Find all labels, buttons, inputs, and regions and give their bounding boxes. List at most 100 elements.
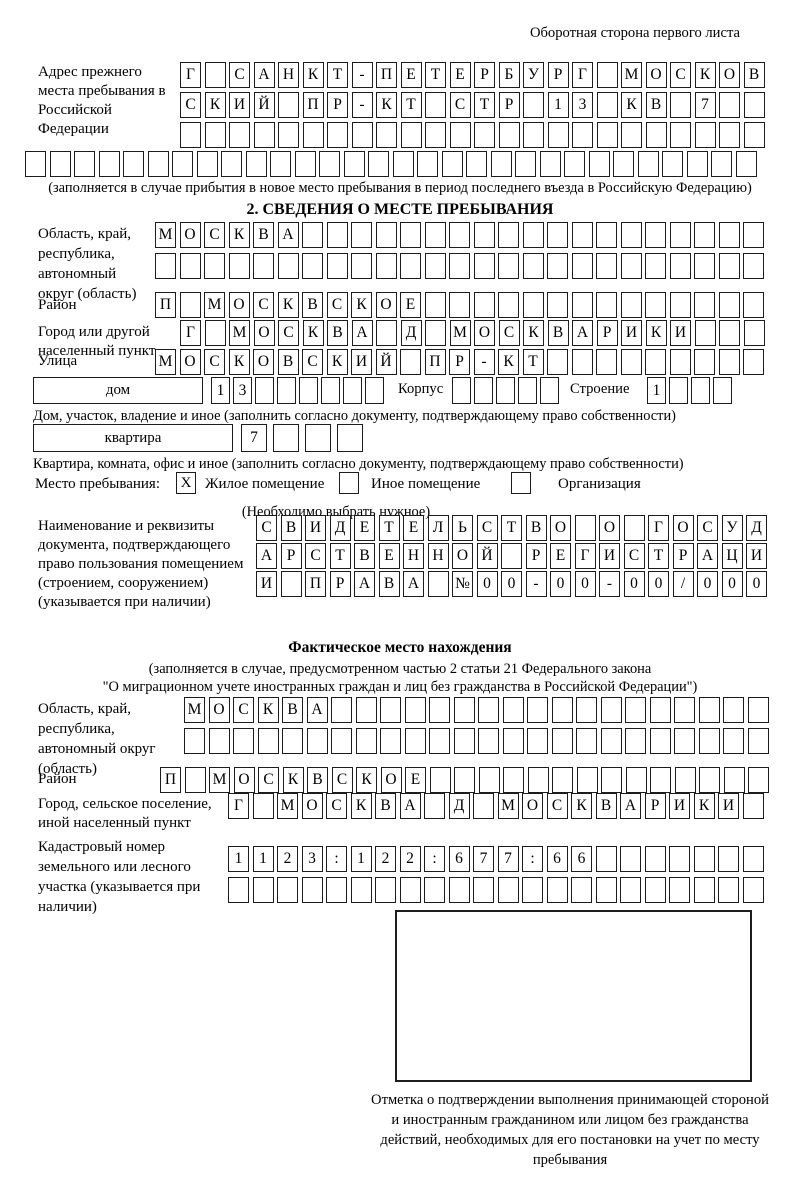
char-cell[interactable]: Р: [547, 62, 569, 88]
char-cell[interactable]: У: [523, 62, 544, 88]
char-cell[interactable]: К: [228, 222, 250, 248]
char-cell[interactable]: С: [233, 697, 254, 723]
char-cell[interactable]: Р: [327, 92, 348, 118]
apartment-box[interactable]: квартира: [33, 424, 233, 452]
char-cell[interactable]: Т: [501, 515, 522, 541]
char-cell[interactable]: [302, 222, 323, 248]
residence-option-other-checkbox[interactable]: [339, 472, 359, 494]
char-cell[interactable]: 3: [233, 377, 252, 404]
char-cell[interactable]: [574, 515, 596, 541]
char-cell[interactable]: К: [498, 349, 519, 375]
char-cell[interactable]: [620, 222, 642, 248]
char-cell[interactable]: [74, 151, 95, 177]
char-cell[interactable]: Г: [180, 62, 201, 88]
char-cell[interactable]: [252, 877, 274, 903]
char-cell[interactable]: Е: [400, 62, 422, 88]
char-cell[interactable]: М: [184, 697, 205, 723]
char-cell[interactable]: [674, 767, 696, 793]
char-cell[interactable]: В: [307, 767, 328, 793]
char-cell[interactable]: Т: [329, 543, 351, 569]
char-cell[interactable]: [547, 292, 568, 318]
char-cell[interactable]: 1: [252, 846, 274, 872]
char-cell[interactable]: [427, 571, 449, 597]
char-cell[interactable]: [691, 377, 710, 404]
char-cell[interactable]: [454, 767, 475, 793]
char-cell[interactable]: [253, 253, 274, 279]
char-cell[interactable]: П: [424, 349, 446, 375]
char-cell[interactable]: [743, 122, 765, 148]
char-cell[interactable]: [327, 122, 348, 148]
char-cell[interactable]: Е: [400, 292, 421, 318]
char-cell[interactable]: 0: [476, 571, 498, 597]
char-cell[interactable]: [669, 877, 690, 903]
char-cell[interactable]: [343, 151, 365, 177]
char-cell[interactable]: [25, 151, 46, 177]
char-cell[interactable]: О: [719, 62, 740, 88]
char-cell[interactable]: 3: [301, 846, 323, 872]
char-cell[interactable]: Г: [228, 793, 249, 819]
char-cell[interactable]: [625, 728, 646, 754]
char-cell[interactable]: М: [277, 793, 298, 819]
char-cell[interactable]: С: [546, 793, 568, 819]
char-cell[interactable]: 0: [574, 571, 596, 597]
char-cell[interactable]: [564, 151, 585, 177]
char-cell[interactable]: [576, 697, 597, 723]
char-cell[interactable]: Н: [427, 543, 449, 569]
char-cell[interactable]: В: [327, 320, 348, 346]
char-cell[interactable]: [452, 377, 471, 404]
char-cell[interactable]: Е: [354, 515, 375, 541]
char-cell[interactable]: 7: [497, 846, 519, 872]
char-cell[interactable]: [184, 767, 206, 793]
char-cell[interactable]: В: [525, 515, 547, 541]
char-cell[interactable]: [718, 253, 740, 279]
char-cell[interactable]: К: [621, 92, 642, 118]
char-cell[interactable]: 0: [550, 571, 571, 597]
char-cell[interactable]: [747, 728, 769, 754]
char-cell[interactable]: [623, 515, 645, 541]
char-cell[interactable]: 0: [648, 571, 669, 597]
char-cell[interactable]: [571, 292, 593, 318]
char-cell[interactable]: 2: [277, 846, 298, 872]
char-cell[interactable]: Т: [522, 349, 544, 375]
char-cell[interactable]: [576, 728, 597, 754]
char-cell[interactable]: [98, 151, 120, 177]
char-cell[interactable]: В: [743, 62, 765, 88]
char-cell[interactable]: [669, 377, 688, 404]
char-cell[interactable]: Б: [498, 62, 520, 88]
char-cell[interactable]: К: [302, 320, 324, 346]
char-cell[interactable]: М: [155, 222, 176, 248]
char-cell[interactable]: [252, 793, 274, 819]
char-cell[interactable]: [596, 253, 617, 279]
char-cell[interactable]: С: [623, 543, 645, 569]
char-cell[interactable]: [645, 222, 666, 248]
char-cell[interactable]: [478, 728, 499, 754]
char-cell[interactable]: [596, 62, 618, 88]
char-cell[interactable]: [501, 543, 522, 569]
char-cell[interactable]: [718, 349, 740, 375]
char-cell[interactable]: [253, 122, 275, 148]
char-cell[interactable]: К: [277, 292, 299, 318]
char-cell[interactable]: [473, 292, 495, 318]
char-cell[interactable]: [229, 122, 250, 148]
char-cell[interactable]: Р: [474, 62, 495, 88]
char-cell[interactable]: И: [670, 320, 691, 346]
char-cell[interactable]: М: [155, 349, 176, 375]
char-cell[interactable]: А: [256, 543, 277, 569]
char-cell[interactable]: [694, 292, 715, 318]
char-cell[interactable]: [576, 767, 598, 793]
char-cell[interactable]: А: [351, 320, 373, 346]
char-cell[interactable]: [547, 122, 569, 148]
char-cell[interactable]: -: [351, 62, 373, 88]
char-cell[interactable]: [155, 253, 176, 279]
char-cell[interactable]: [424, 793, 445, 819]
char-cell[interactable]: [662, 151, 683, 177]
char-cell[interactable]: [331, 697, 352, 723]
char-cell[interactable]: [180, 122, 201, 148]
char-cell[interactable]: [376, 320, 397, 346]
char-cell[interactable]: [490, 151, 512, 177]
char-cell[interactable]: [649, 728, 671, 754]
char-cell[interactable]: И: [351, 349, 372, 375]
char-cell[interactable]: [473, 222, 495, 248]
char-cell[interactable]: И: [229, 92, 250, 118]
char-cell[interactable]: У: [721, 515, 743, 541]
